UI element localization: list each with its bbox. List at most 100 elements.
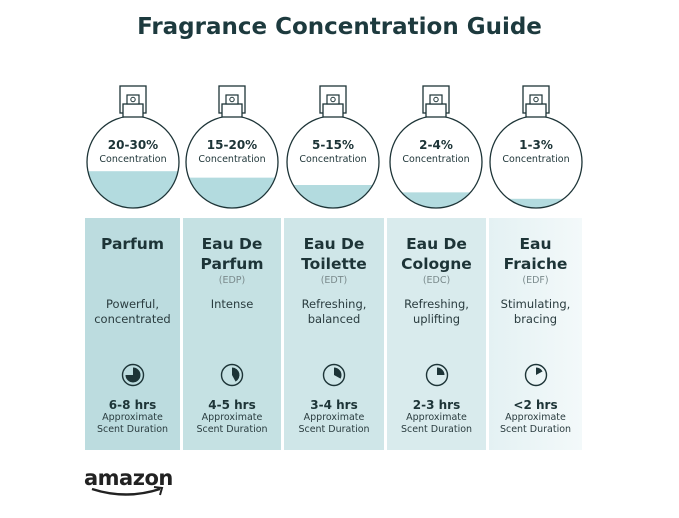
perfume-bottle: 15-20% Concentration — [185, 85, 279, 209]
concentration-value: 15-20% — [207, 138, 257, 152]
clock-icon — [322, 363, 346, 387]
fragrance-abbreviation: (EDP) — [218, 275, 246, 286]
duration-value: 2-3 hrs — [412, 398, 461, 412]
fragrance-description: Powerful, concentrated — [85, 297, 180, 327]
duration-label-line: Approximate — [303, 412, 365, 423]
nozzle-hole — [130, 96, 136, 103]
bottle-neck — [122, 103, 144, 118]
desc-line: uplifting — [412, 312, 461, 326]
duration-label-line: Approximate — [406, 412, 467, 423]
column-eau-de-cologne: Eau De Cologne (EDC) Refreshing, uplifting… — [387, 218, 486, 450]
desc-line: Intense — [210, 297, 254, 311]
fragrance-name: Eau De Parfum — [183, 234, 281, 274]
nozzle-hole — [433, 96, 439, 103]
fragrance-description: Refreshing, uplifting — [387, 297, 486, 327]
duration-value: 4-5 hrs — [208, 398, 256, 412]
duration-label-line: Approximate — [201, 412, 263, 423]
name-line: Eau — [519, 235, 552, 253]
spray-nozzle — [529, 94, 543, 105]
nozzle-hole — [229, 96, 235, 103]
liquid-level — [490, 198, 582, 208]
liquid-level — [186, 177, 278, 208]
bottles-row: 20-30%Concentration15-20%Concentration5-… — [86, 85, 583, 209]
bottle-neck — [525, 103, 547, 118]
concentration-label: Concentration — [99, 154, 166, 165]
fragrance-name: Eau De Toilette — [284, 234, 384, 274]
fragrance-abbreviation: (EDC) — [422, 275, 451, 286]
duration-label-line: Approximate — [102, 412, 163, 423]
concentration-value: 1-3% — [519, 138, 553, 152]
nozzle-hole — [330, 96, 336, 103]
clock-icon — [524, 363, 547, 387]
duration-label: Approximate Scent Duration — [284, 412, 384, 436]
name-line: Toilette — [301, 255, 367, 273]
desc-line: Powerful, — [106, 297, 159, 311]
amazon-logo: amazon — [84, 466, 173, 496]
spray-nozzle — [225, 94, 239, 105]
liquid-level — [390, 192, 482, 208]
column-eau-de-parfum: Eau De Parfum (EDP) Intense 4-5 hrs Appro… — [183, 218, 281, 450]
duration-label-line: Scent Duration — [400, 424, 473, 435]
bottle-neck — [425, 103, 447, 118]
page-title: Fragrance Concentration Guide — [137, 14, 542, 40]
duration-label-line: Scent Duration — [298, 424, 370, 435]
fragrance-description: Refreshing, balanced — [284, 297, 384, 327]
fragrance-name: Eau De Cologne — [387, 234, 486, 274]
name-line: Parfum — [200, 255, 264, 273]
liquid-level — [287, 185, 379, 208]
clock-fill — [232, 367, 240, 382]
bottle-neck — [322, 103, 344, 118]
spray-nozzle — [429, 94, 443, 105]
duration-label: Approximate Scent Duration — [489, 412, 582, 436]
fragrance-abbreviation: (EDT) — [320, 275, 348, 286]
fragrance-name: Parfum — [85, 234, 180, 254]
perfume-bottle: 5-15% Concentration — [286, 85, 380, 209]
duration-value: <2 hrs — [513, 398, 558, 412]
name-line: Eau De — [303, 235, 365, 253]
clock-icon — [220, 363, 244, 387]
column-parfum: Parfum Powerful, concentrated 6-8 hrs App… — [85, 218, 180, 450]
desc-line: balanced — [307, 312, 361, 326]
duration-label: Approximate Scent Duration — [85, 412, 180, 436]
clock-icon — [121, 363, 144, 387]
name-line: Eau De — [201, 235, 263, 253]
desc-line: Refreshing, — [404, 297, 469, 311]
fragrance-description: Intense — [183, 297, 281, 312]
clock-icon — [425, 363, 448, 387]
desc-line: bracing — [513, 312, 558, 326]
fragrance-name: Eau Fraiche — [489, 234, 582, 274]
concentration-value: 20-30% — [108, 138, 158, 152]
spray-nozzle — [126, 94, 140, 105]
column-eau-de-toilette: Eau De Toilette (EDT) Refreshing, balanced… — [284, 218, 384, 450]
clock-fill — [334, 367, 342, 379]
name-line: Parfum — [101, 235, 164, 253]
concentration-label: Concentration — [198, 154, 265, 165]
duration-label-line: Scent Duration — [499, 424, 572, 435]
duration-label-line: Scent Duration — [196, 424, 268, 435]
fragrance-abbreviation: (EDF) — [522, 275, 549, 286]
bottle-neck — [221, 103, 243, 118]
duration-value: 6-8 hrs — [108, 398, 157, 412]
clock-fill — [125, 367, 140, 383]
duration-label: Approximate Scent Duration — [387, 412, 486, 436]
duration-value: 3-4 hrs — [310, 398, 358, 412]
name-line: Fraiche — [503, 255, 568, 273]
nozzle-hole — [533, 96, 539, 103]
fragrance-description: Stimulating, bracing — [489, 297, 582, 327]
concentration-label: Concentration — [502, 154, 569, 165]
duration-label-line: Approximate — [505, 412, 566, 423]
concentration-label: Concentration — [299, 154, 366, 165]
perfume-bottle: 20-30% Concentration — [86, 85, 180, 209]
concentration-columns: Parfum Powerful, concentrated 6-8 hrs App… — [85, 218, 582, 450]
amazon-smile-icon — [91, 486, 164, 496]
desc-line: Stimulating, — [500, 297, 571, 311]
spray-nozzle — [326, 94, 340, 105]
column-eau-fraiche: Eau Fraiche (EDF) Stimulating, bracing <2 … — [489, 218, 582, 450]
amazon-logo-text: amazon — [84, 466, 173, 490]
name-line: Cologne — [401, 255, 472, 273]
clock-fill — [535, 367, 543, 375]
desc-line: concentrated — [94, 312, 171, 326]
concentration-label: Concentration — [402, 154, 469, 165]
concentration-value: 2-4% — [419, 138, 453, 152]
duration-label-line: Scent Duration — [96, 424, 169, 435]
